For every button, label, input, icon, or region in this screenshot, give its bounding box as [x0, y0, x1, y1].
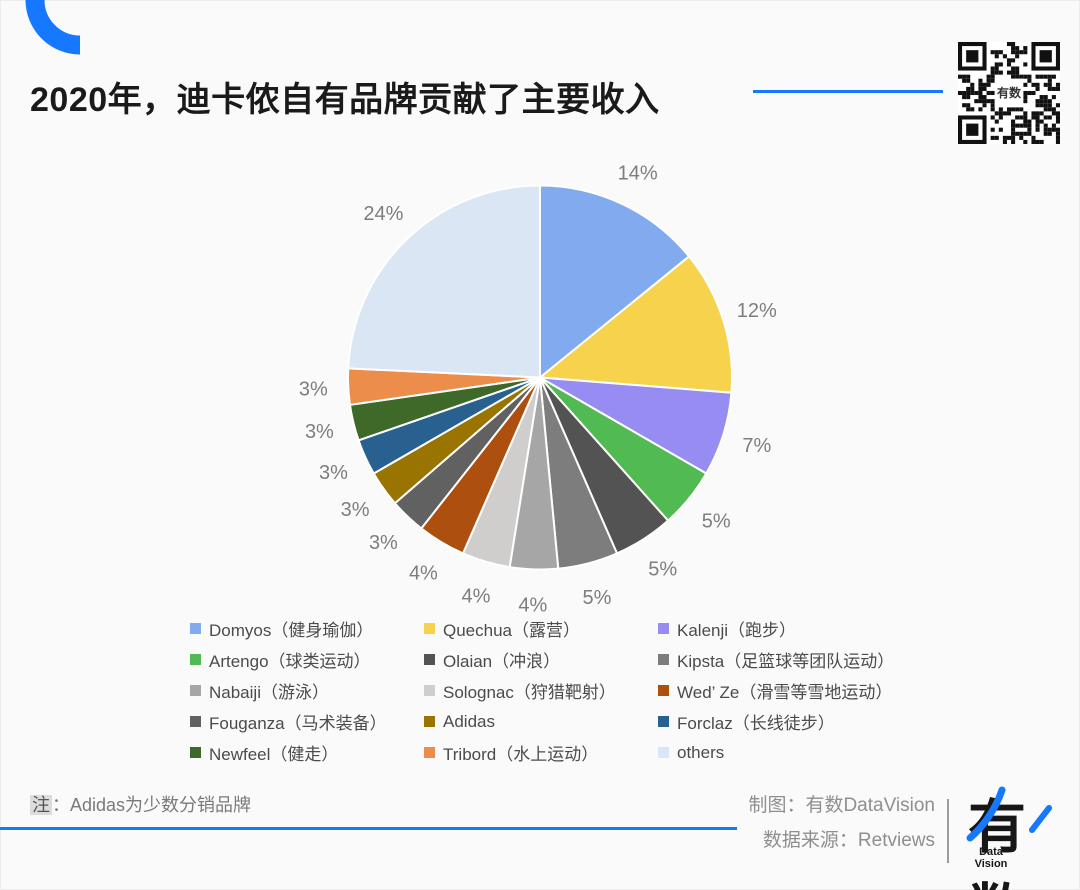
legend-label-others: others: [677, 742, 725, 762]
legend-swatch-fouganza: [190, 716, 201, 727]
legend-item-artengo: Artengo（球类运动）: [190, 648, 424, 671]
legend-swatch-newfeel: [190, 747, 201, 758]
legend-item-olaian: Olaian（冲浪）: [424, 648, 658, 671]
credit-source: 数据来源：Retviews: [762, 830, 935, 851]
legend-swatch-domyos: [190, 623, 201, 634]
qr-code: 有数: [958, 42, 1060, 144]
legend-swatch-wedze: [658, 685, 669, 696]
pie-slice-quechua: [537, 255, 733, 394]
chart-legend: Domyos（健身瑜伽） Quechua（露营） Kalenji（跑步） Arteng…: [190, 617, 895, 764]
legend-swatch-kipsta: [658, 654, 669, 665]
legend-swatch-others: [658, 747, 669, 758]
brand-logo: 有数 Data Vision: [956, 786, 1074, 890]
legend-swatch-tribord: [424, 747, 435, 758]
legend-label-nabaiji: Nabaiji（游泳）: [209, 683, 329, 702]
pie-percent-label-quechua: 12%: [737, 300, 777, 322]
footnote-text: ：Adidas为少数分销品牌: [52, 795, 252, 815]
credits-logo-divider: [947, 799, 949, 863]
legend-label-tribord: Tribord（水上运动）: [443, 745, 599, 764]
legend-item-fouganza: Fouganza（马术装备）: [190, 710, 424, 733]
legend-item-quechua: Quechua（露营）: [424, 617, 658, 640]
footnote: 注：Adidas为少数分销品牌: [30, 791, 251, 817]
pie-percent-label-tribord: 3%: [299, 378, 328, 400]
legend-item-others: others: [658, 741, 892, 764]
legend-label-solognac: Solognac（狩猎靶射）: [443, 683, 616, 702]
pie-percent-label-newfeel: 3%: [305, 421, 334, 443]
legend-swatch-forclaz: [658, 716, 669, 727]
legend-item-newfeel: Newfeel（健走）: [190, 741, 424, 764]
legend-swatch-nabaiji: [190, 685, 201, 696]
legend-swatch-olaian: [424, 654, 435, 665]
legend-item-adidas: Adidas: [424, 710, 658, 733]
legend-label-quechua: Quechua（露营）: [443, 621, 580, 640]
pie-percent-label-adidas: 3%: [341, 499, 370, 521]
legend-swatch-adidas: [424, 716, 435, 727]
pie-percent-label-olaian: 5%: [648, 559, 677, 581]
legend-item-kalenji: Kalenji（跑步）: [658, 617, 892, 640]
legend-label-kipsta: Kipsta（足篮球等团队运动）: [677, 652, 895, 671]
legend-item-tribord: Tribord（水上运动）: [424, 741, 658, 764]
legend-item-wedze: Wed’ Ze（滑雪等雪地运动）: [658, 679, 892, 702]
legend-swatch-kalenji: [658, 623, 669, 634]
legend-item-forclaz: Forclaz（长线徒步）: [658, 710, 892, 733]
legend-item-nabaiji: Nabaiji（游泳）: [190, 679, 424, 702]
pie-percent-label-forclaz: 3%: [319, 462, 348, 484]
legend-label-adidas: Adidas: [443, 711, 495, 731]
title-divider: [753, 90, 943, 93]
legend-swatch-solognac: [424, 685, 435, 696]
page-title: 2020年，迪卡侬自有品牌贡献了主要收入: [30, 81, 660, 119]
pie-percent-label-others: 24%: [363, 203, 403, 225]
legend-swatch-quechua: [424, 623, 435, 634]
brand-arc-icon: [25, 0, 81, 55]
pie-slice-domyos: [539, 184, 691, 380]
pie-percent-label-solognac: 4%: [462, 585, 491, 607]
legend-label-artengo: Artengo（球类运动）: [209, 652, 371, 671]
legend-item-domyos: Domyos（健身瑜伽）: [190, 617, 424, 640]
credit-made-by: 制图：有数DataVision: [748, 795, 935, 816]
legend-label-domyos: Domyos（健身瑜伽）: [209, 621, 374, 640]
legend-label-fouganza: Fouganza（马术装备）: [209, 714, 387, 733]
pie-percent-label-nabaiji: 4%: [518, 594, 547, 616]
pie-percent-label-wedze: 4%: [409, 562, 438, 584]
pie-percent-label-artengo: 5%: [702, 511, 731, 533]
credits: 制图：有数DataVision 数据来源：Retviews: [748, 788, 935, 858]
legend-label-kalenji: Kalenji（跑步）: [677, 621, 797, 640]
legend-label-forclaz: Forclaz（长线徒步）: [677, 714, 835, 733]
pie-slice-others: [347, 184, 541, 379]
legend-label-wedze: Wed’ Ze（滑雪等雪地运动）: [677, 683, 893, 702]
legend-label-newfeel: Newfeel（健走）: [209, 745, 339, 764]
qr-center-label: 有数: [997, 85, 1022, 100]
bottom-divider: [0, 827, 737, 830]
brand-subtext: Data Vision: [974, 846, 1008, 870]
footnote-marker: 注: [30, 795, 52, 815]
legend-item-kipsta: Kipsta（足篮球等团队运动）: [658, 648, 895, 671]
pie-percent-label-domyos: 14%: [618, 163, 658, 185]
brand-accent-stroke-icon: [966, 786, 1052, 842]
legend-swatch-artengo: [190, 654, 201, 665]
pie-percent-label-kipsta: 5%: [583, 587, 612, 609]
legend-label-olaian: Olaian（冲浪）: [443, 652, 561, 671]
pie-percent-label-fouganza: 3%: [369, 532, 398, 554]
legend-item-solognac: Solognac（狩猎靶射）: [424, 679, 658, 702]
pie-percent-label-kalenji: 7%: [742, 435, 771, 457]
pie-chart: 14% 12% 7% 5% 5% 5% 4% 4% 4% 3% 3% 3% 3% 3% 24%: [299, 163, 777, 617]
